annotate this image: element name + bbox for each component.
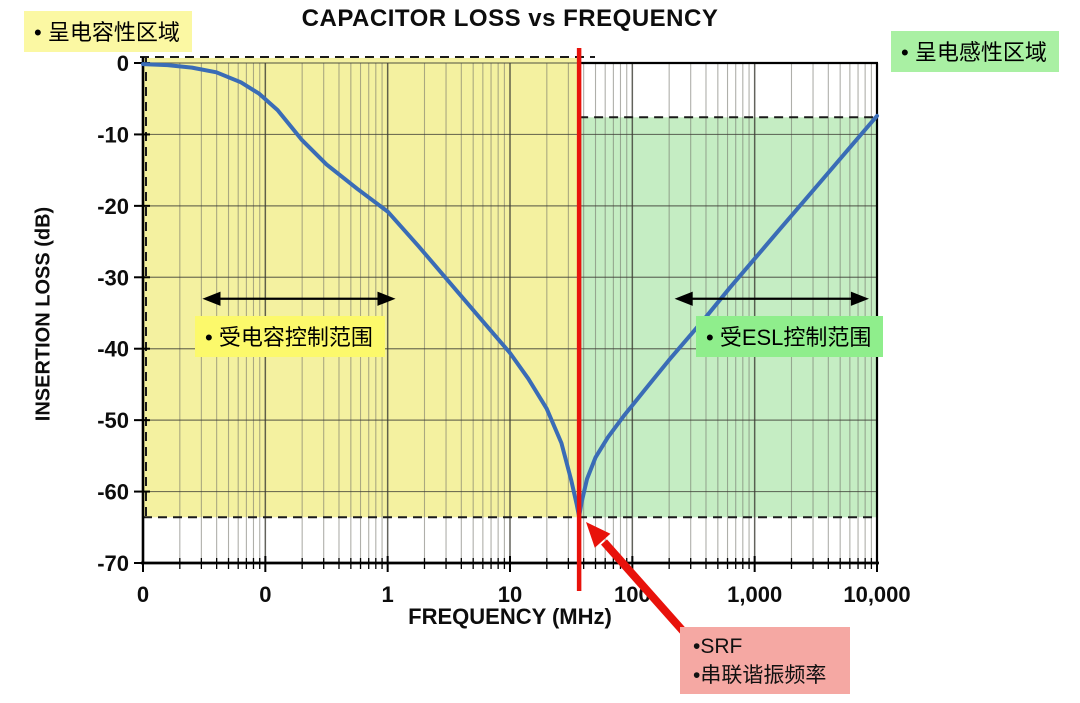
srf-pointer-arrow bbox=[586, 522, 686, 634]
y-tick-label: 0 bbox=[117, 51, 129, 76]
range-arrows bbox=[202, 291, 869, 306]
y-tick-label: -20 bbox=[97, 194, 129, 219]
y-tick-label: -60 bbox=[97, 480, 129, 505]
x-tick-label: 0 bbox=[137, 582, 149, 607]
x-tick-label: 10 bbox=[498, 582, 522, 607]
x-tick-label: 10,000 bbox=[843, 582, 910, 607]
esl-controlled-range-label: • 受ESL控制范围 bbox=[696, 316, 884, 357]
gridlines bbox=[143, 62, 877, 563]
insertion-loss-curve bbox=[141, 62, 879, 519]
x-tick-label: 0 bbox=[259, 582, 271, 607]
y-tick-label: -40 bbox=[97, 337, 129, 362]
chart-title: CAPACITOR LOSS vs FREQUENCY bbox=[301, 5, 719, 32]
srf-callout-line2: •串联谐振频率 bbox=[693, 664, 827, 687]
tick-labels: 0 0 1 10 100 1,000 10,0000-10-20-30-40-50-60-7… bbox=[97, 51, 910, 607]
x-axis-title: FREQUENCY (MHz) bbox=[408, 604, 612, 629]
x-tick-label: 1,000 bbox=[727, 582, 782, 607]
y-tick-label: -10 bbox=[97, 122, 129, 147]
y-tick-label: -30 bbox=[97, 265, 129, 290]
axes bbox=[134, 57, 879, 572]
esl-range-arrow bbox=[674, 291, 869, 306]
srf-callout: •SRF •串联谐振频率 bbox=[680, 627, 850, 694]
capacitance-controlled-range-label: • 受电容控制范围 bbox=[195, 316, 385, 357]
y-axis-title: INSERTION LOSS (dB) bbox=[32, 206, 55, 422]
capacitive-region-label: • 呈电容性区域 bbox=[24, 11, 192, 52]
x-tick-label: 1 bbox=[382, 582, 394, 607]
y-tick-label: -50 bbox=[97, 408, 129, 433]
inductive-region-label: • 呈电感性区域 bbox=[891, 31, 1059, 72]
srf-callout-line1: •SRF bbox=[693, 635, 743, 658]
capacitance-range-arrow bbox=[202, 291, 396, 306]
y-tick-label: -70 bbox=[97, 551, 129, 576]
